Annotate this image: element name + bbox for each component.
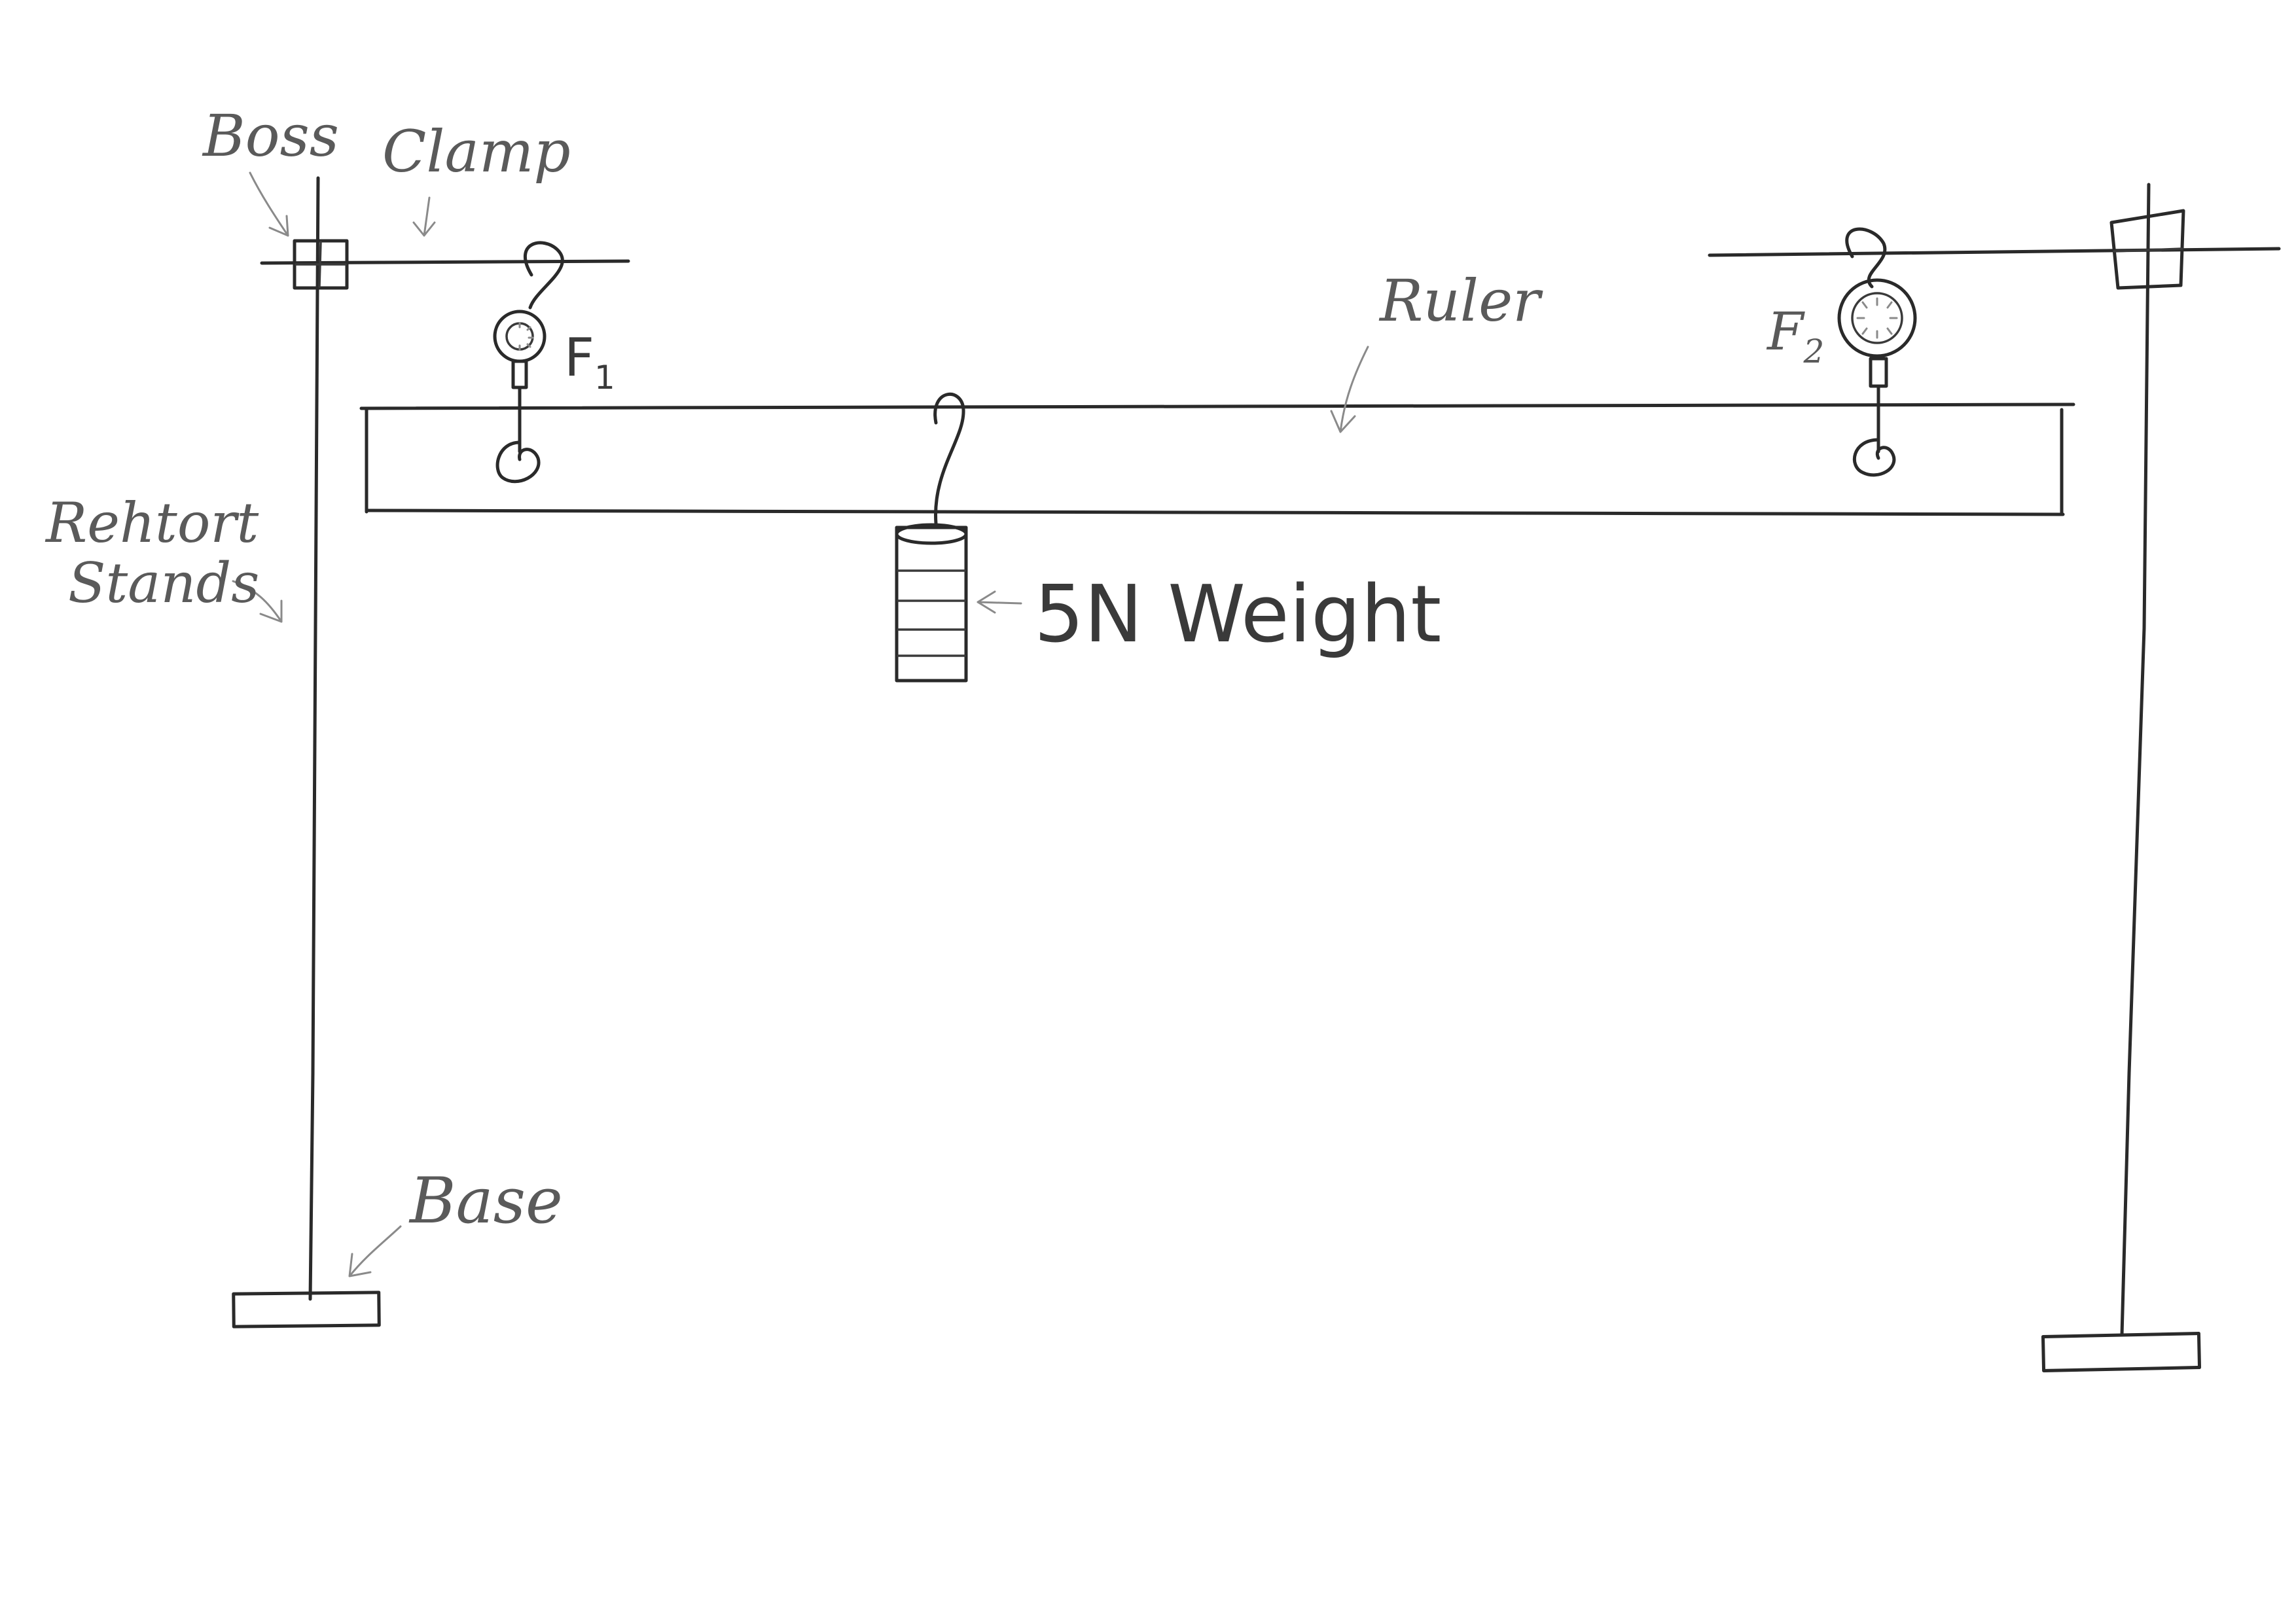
boss-arrow [249,171,289,237]
boss-label: Boss [202,102,339,169]
spring-balance-f1 [493,241,564,484]
right-stand-base [2041,1332,2202,1372]
left-boss [293,239,349,290]
f1-label: F1 [564,327,615,397]
f2-label: F2 [1766,301,1824,370]
retort-stand-label-line2: Stands [68,551,259,615]
clamp-label: Clamp [382,118,571,185]
f1-dial [493,310,547,363]
hanging-weight [895,392,968,683]
right-retort-stand [1708,183,2281,1372]
base-arrow [348,1225,402,1277]
weight-arrow [977,590,1022,614]
f1-bottom-hook [495,440,541,484]
right-stand-rod [2120,183,2151,1337]
ruler-arrow [1330,346,1369,433]
ruler-label: Ruler [1378,267,1543,334]
annotation-arrows [232,171,1369,1277]
f2-bottom-hook [1852,438,1896,477]
retort-stand-label-line1: Rehtort [45,491,259,555]
left-stand-rod [308,176,320,1301]
weight-label: 5N Weight [1034,569,1441,660]
spring-balance-f2 [1837,227,1917,477]
f1-top-hook [524,241,564,310]
f2-body [1869,357,1888,388]
left-stand-base [232,1291,381,1329]
ruler [359,402,2075,516]
stands-arrow [232,580,283,623]
f2-dial [1837,278,1917,358]
f2-top-hook [1845,227,1887,289]
weight-hook [933,392,965,526]
right-clamp-arm [1708,247,2281,257]
base-label: Base [408,1164,563,1238]
f1-body [511,359,528,389]
clamp-arrow [412,196,436,237]
left-retort-stand [232,176,630,1329]
right-boss [2109,209,2185,290]
labels: Boss Clamp Ruler Rehtort Stands 5N Weigh… [45,102,1824,1238]
left-clamp-arm [260,259,630,265]
weight-stack [895,526,968,683]
